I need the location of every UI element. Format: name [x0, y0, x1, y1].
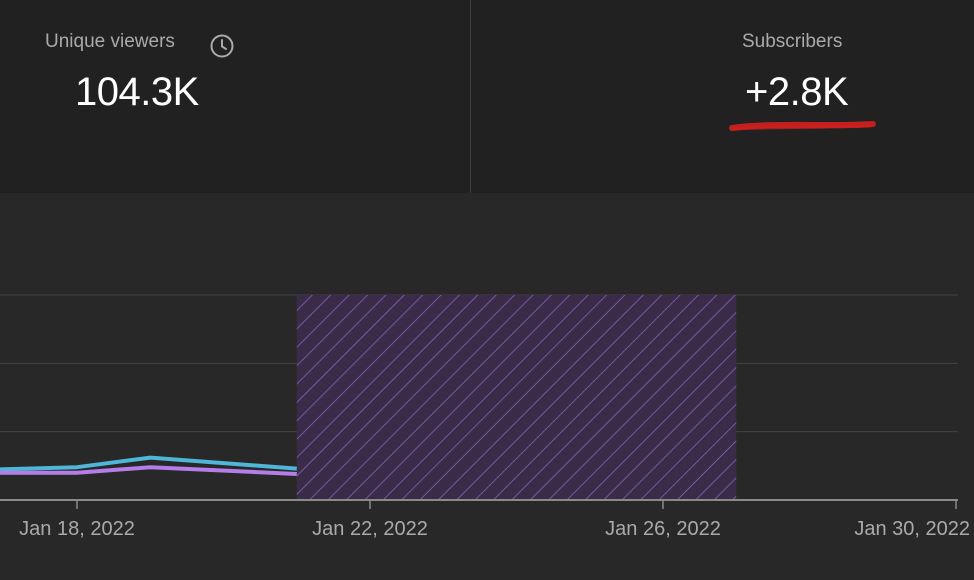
series-lines: [0, 455, 297, 476]
red-underline-annotation: [729, 121, 876, 131]
subscribers-value: +2.8K: [745, 70, 849, 114]
unique-viewers-value: 104.3K: [75, 70, 199, 114]
x-tick-label: Jan 22, 2022: [312, 518, 428, 540]
hatched-range: [296, 295, 737, 500]
series-line-2: [0, 465, 297, 476]
unique-viewers-label: Unique viewers: [45, 31, 175, 52]
x-tick-label: Jan 30, 2022: [854, 518, 970, 540]
stats-divider: [470, 0, 471, 193]
subscribers-label: Subscribers: [742, 31, 843, 52]
clock-icon[interactable]: [209, 33, 235, 59]
x-tick-label: Jan 26, 2022: [605, 518, 721, 540]
x-axis: [0, 499, 958, 509]
hatched-range-rect: [296, 295, 737, 500]
series-line-1: [0, 455, 297, 472]
line-chart: [0, 294, 958, 509]
stats-panel: Unique viewers 104.3K Subscribers +2.8K: [0, 0, 974, 193]
x-tick-label: Jan 18, 2022: [19, 518, 135, 540]
